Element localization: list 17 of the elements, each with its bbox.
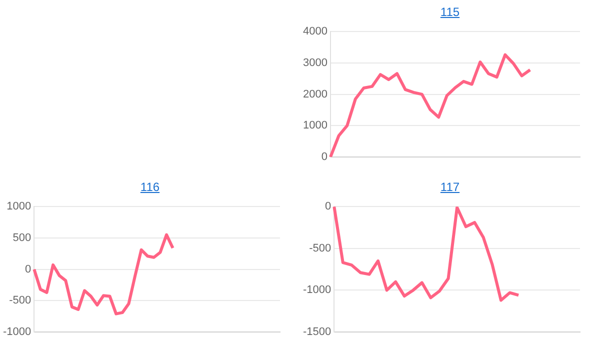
y-tick-label: -1500 xyxy=(302,326,332,338)
y-tick-label: -500 xyxy=(9,294,32,307)
y-tick-label: 500 xyxy=(12,232,32,244)
y-tick-label: 2000 xyxy=(302,88,328,100)
y-tick-label: 0 xyxy=(321,151,328,164)
y-tick-label: 1000 xyxy=(6,200,32,213)
y-tick-label: -1000 xyxy=(302,284,332,296)
chart-title: 117 xyxy=(440,180,460,194)
y-tick-label: 1000 xyxy=(302,120,328,132)
y-tick-label: -500 xyxy=(309,242,332,254)
y-tick-label: -1000 xyxy=(2,326,32,338)
y-tick-label: 0 xyxy=(25,263,32,276)
y-tick-label: 3000 xyxy=(302,56,328,69)
chart-title: 116 xyxy=(140,180,160,194)
y-tick-label: 4000 xyxy=(302,26,328,38)
chart-title: 115 xyxy=(440,5,460,19)
y-tick-label: 0 xyxy=(325,200,332,213)
